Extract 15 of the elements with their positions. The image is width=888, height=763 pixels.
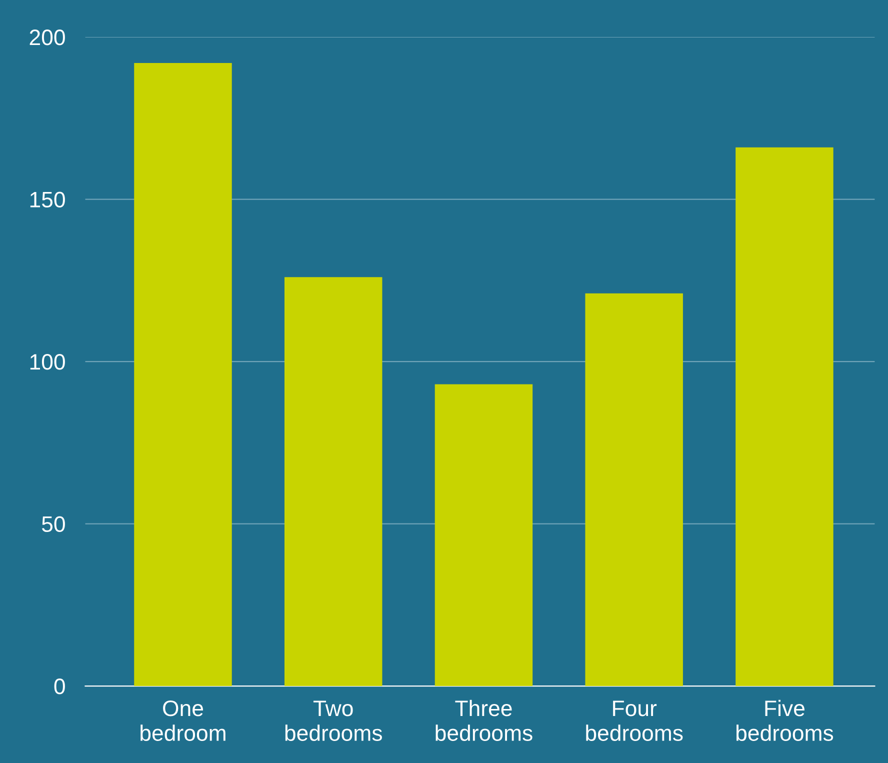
x-tick-label: One bedroom [140,700,226,741]
x-tick-label: Four bedrooms [586,700,683,741]
bar [284,277,382,686]
bar [134,62,232,686]
y-tick-label: 200 [30,30,65,46]
y-tick-label: 0 [54,678,65,694]
y-tick-label: 50 [42,516,65,532]
x-tick-label: Two bedrooms [285,700,382,741]
x-tick-label: Three bedrooms [436,700,532,741]
bar [585,293,683,686]
bar [434,384,533,686]
x-tick-label: Five bedrooms [736,700,834,741]
y-tick-label: 150 [30,192,65,208]
y-tick-label: 100 [30,354,65,370]
bar [736,147,834,686]
